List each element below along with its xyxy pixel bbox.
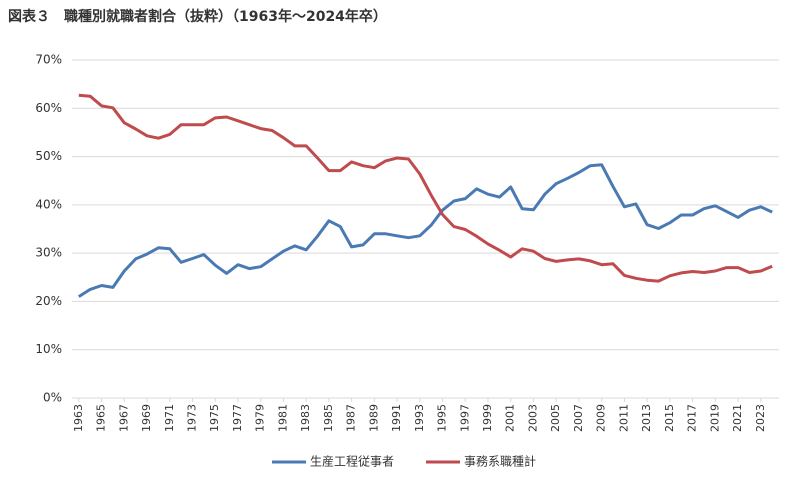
x-tick-label: 1983 [299, 404, 312, 432]
x-tick-label: 1987 [345, 404, 358, 432]
x-tick-label: 2009 [595, 404, 608, 432]
y-tick-label: 50% [35, 149, 62, 163]
x-tick-label: 2001 [504, 404, 517, 432]
x-tick-label: 1991 [390, 404, 403, 432]
x-tick-label: 1973 [185, 404, 198, 432]
x-tick-label: 1965 [95, 404, 108, 432]
x-tick-label: 1997 [458, 404, 471, 432]
x-tick-label: 2003 [526, 404, 539, 432]
x-tick-label: 2019 [708, 404, 721, 432]
series-line [78, 93, 773, 283]
x-tick-label: 2013 [640, 404, 653, 432]
x-tick-label: 1975 [208, 404, 221, 432]
chart-title: 図表３ 職種別就職者割合（抜粋）（1963年～2024年卒） [8, 8, 387, 25]
legend-label: 生産工程従事者 [310, 454, 394, 469]
x-tick-label: 1967 [117, 404, 130, 432]
x-tick-label: 1971 [163, 404, 176, 432]
y-tick-label: 40% [35, 197, 62, 211]
x-tick-label: 2005 [549, 404, 562, 432]
x-tick-label: 1999 [481, 404, 494, 432]
x-tick-label: 1993 [413, 404, 426, 432]
y-tick-label: 60% [35, 101, 62, 115]
x-tick-label: 2015 [663, 404, 676, 432]
x-tick-label: 1979 [254, 404, 267, 432]
x-tick-label: 1963 [72, 404, 85, 432]
y-tick-label: 0% [43, 391, 62, 405]
series-line [77, 163, 773, 298]
x-tick-label: 1985 [322, 404, 335, 432]
x-tick-label: 2007 [572, 404, 585, 432]
x-tick-label: 2017 [686, 404, 699, 432]
x-tick-label: 1977 [231, 404, 244, 432]
x-tick-label: 1995 [436, 404, 449, 432]
legend-label: 事務系職種計 [464, 454, 536, 469]
x-tick-label: 2023 [754, 404, 767, 432]
x-tick-label: 2011 [617, 404, 630, 432]
x-tick-label: 1969 [140, 404, 153, 432]
y-tick-label: 20% [35, 294, 62, 308]
y-tick-label: 30% [35, 246, 62, 260]
y-tick-label: 70% [35, 53, 62, 67]
x-tick-label: 1981 [276, 404, 289, 432]
x-tick-label: 1989 [367, 404, 380, 432]
x-tick-label: 2021 [731, 404, 744, 432]
y-tick-label: 10% [35, 342, 62, 356]
